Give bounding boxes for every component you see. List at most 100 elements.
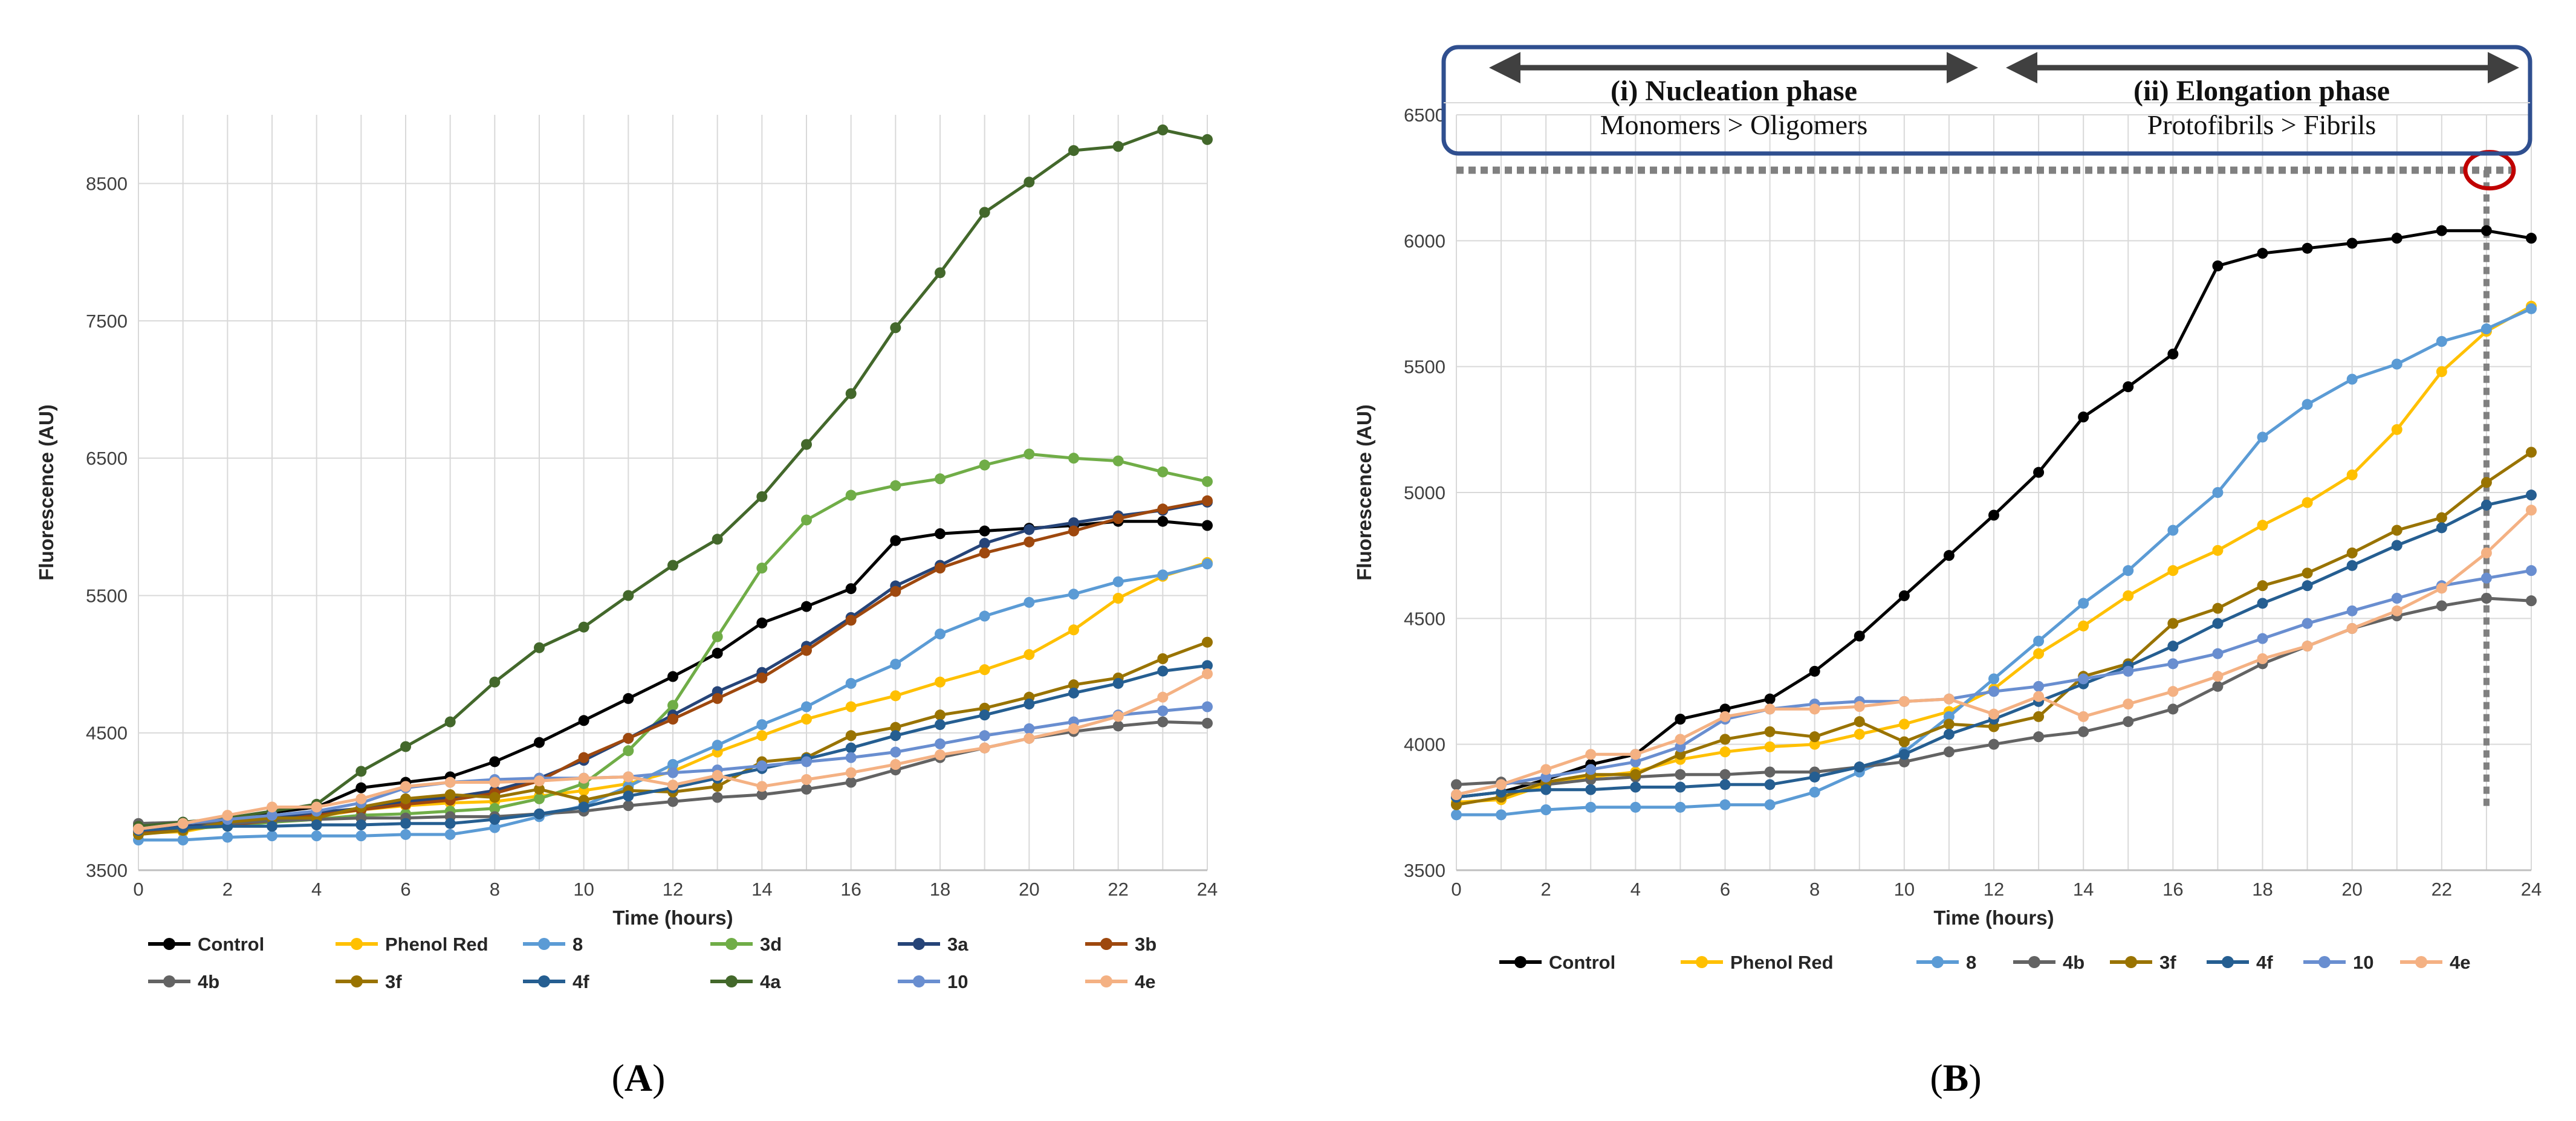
data-point bbox=[979, 538, 990, 549]
data-point bbox=[1068, 453, 1079, 464]
data-point bbox=[2078, 726, 2089, 737]
data-point bbox=[1024, 649, 1035, 661]
data-point bbox=[1898, 749, 1910, 760]
data-point bbox=[845, 777, 857, 788]
x-tick-label: 18 bbox=[930, 879, 950, 900]
legend-item: 4b bbox=[148, 971, 219, 992]
x-tick-label: 10 bbox=[573, 879, 594, 900]
data-point bbox=[1988, 708, 1999, 720]
data-point bbox=[845, 730, 857, 741]
data-point bbox=[1202, 668, 1213, 679]
data-point bbox=[712, 534, 723, 545]
data-point bbox=[2480, 499, 2492, 511]
data-point bbox=[623, 771, 634, 783]
data-point bbox=[1943, 746, 1955, 758]
data-point bbox=[311, 801, 322, 813]
data-point bbox=[1068, 679, 1079, 691]
data-point bbox=[2033, 691, 2045, 702]
x-tick-label: 12 bbox=[663, 879, 683, 900]
data-point bbox=[1675, 714, 1686, 725]
data-point bbox=[1585, 801, 1597, 813]
data-point bbox=[2212, 544, 2224, 556]
data-point bbox=[2391, 525, 2402, 536]
data-point bbox=[1809, 786, 1820, 798]
data-point bbox=[1809, 731, 1820, 743]
legend-item: Control bbox=[1499, 952, 1615, 973]
x-tick-label: 6 bbox=[400, 879, 410, 900]
data-point bbox=[1540, 784, 1552, 795]
data-point bbox=[756, 781, 768, 792]
data-point bbox=[2302, 399, 2313, 410]
x-tick-label: 16 bbox=[2162, 879, 2183, 900]
x-tick-label: 20 bbox=[1019, 879, 1039, 900]
data-point bbox=[2346, 373, 2358, 385]
data-point bbox=[1024, 448, 1035, 460]
data-point bbox=[2212, 487, 2224, 498]
data-point bbox=[578, 801, 589, 813]
legend-item: Phenol Red bbox=[1681, 952, 1834, 973]
data-point bbox=[667, 671, 678, 682]
data-point bbox=[2167, 565, 2179, 577]
data-point bbox=[2436, 225, 2447, 236]
data-point bbox=[2167, 703, 2179, 715]
x-axis-label: Time (hours) bbox=[1933, 906, 2054, 929]
legend-swatch-marker bbox=[913, 975, 925, 987]
data-point bbox=[1719, 746, 1731, 758]
data-point bbox=[1764, 693, 1776, 705]
nucleation-title: (i) Nucleation phase bbox=[1611, 75, 1857, 107]
data-point bbox=[801, 756, 812, 767]
data-point bbox=[890, 480, 901, 491]
data-point bbox=[1675, 781, 1686, 793]
data-point bbox=[756, 491, 768, 502]
legend-swatch-marker bbox=[163, 938, 175, 950]
data-point bbox=[1024, 524, 1035, 535]
series-4e bbox=[133, 668, 1213, 835]
data-point bbox=[1585, 784, 1597, 795]
data-point bbox=[1202, 701, 1213, 712]
data-point bbox=[2302, 567, 2313, 579]
legend-label: 3b bbox=[1135, 934, 1157, 955]
legend-swatch-marker bbox=[2222, 956, 2234, 968]
legend-label: 4e bbox=[2450, 952, 2470, 973]
legend-swatch-marker bbox=[2125, 956, 2137, 968]
data-point bbox=[2257, 580, 2268, 592]
data-point bbox=[801, 701, 812, 712]
data-point bbox=[2212, 648, 2224, 659]
y-tick-label: 6500 bbox=[86, 448, 128, 469]
data-point bbox=[667, 714, 678, 725]
nucleation-arrow bbox=[1489, 52, 1978, 83]
legend-swatch-marker bbox=[1100, 975, 1112, 987]
data-point bbox=[2078, 598, 2089, 609]
x-tick-label: 14 bbox=[2073, 879, 2094, 900]
x-tick-label: 14 bbox=[751, 879, 772, 900]
data-point bbox=[2526, 595, 2537, 607]
data-point bbox=[801, 439, 812, 450]
data-point bbox=[2480, 477, 2492, 488]
data-point bbox=[222, 832, 233, 843]
caption-a-letter: A bbox=[625, 1056, 652, 1099]
data-point bbox=[177, 818, 189, 829]
caption-a-open: ( bbox=[612, 1056, 625, 1099]
data-point bbox=[845, 489, 857, 501]
data-point bbox=[444, 789, 456, 800]
data-point bbox=[756, 617, 768, 628]
data-point bbox=[1719, 769, 1731, 780]
legend-label: Phenol Red bbox=[1730, 952, 1834, 973]
data-point bbox=[1451, 799, 1462, 810]
data-point bbox=[2391, 424, 2402, 435]
data-point bbox=[1451, 789, 1462, 800]
caption-b-open: ( bbox=[1930, 1056, 1942, 1099]
data-point bbox=[1764, 726, 1776, 737]
data-point bbox=[1024, 596, 1035, 608]
data-point bbox=[801, 514, 812, 526]
y-tick-label: 4500 bbox=[86, 723, 128, 744]
data-point bbox=[667, 796, 678, 807]
y-tick-label: 3500 bbox=[1404, 860, 1445, 881]
data-point bbox=[623, 790, 634, 802]
nucleation-subtitle: Monomers > Oligomers bbox=[1600, 109, 1867, 140]
data-point bbox=[979, 664, 990, 676]
data-point bbox=[890, 586, 901, 597]
elongation-subtitle: Protofibrils > Fibrils bbox=[2147, 109, 2376, 140]
legend-swatch-marker bbox=[351, 938, 363, 950]
